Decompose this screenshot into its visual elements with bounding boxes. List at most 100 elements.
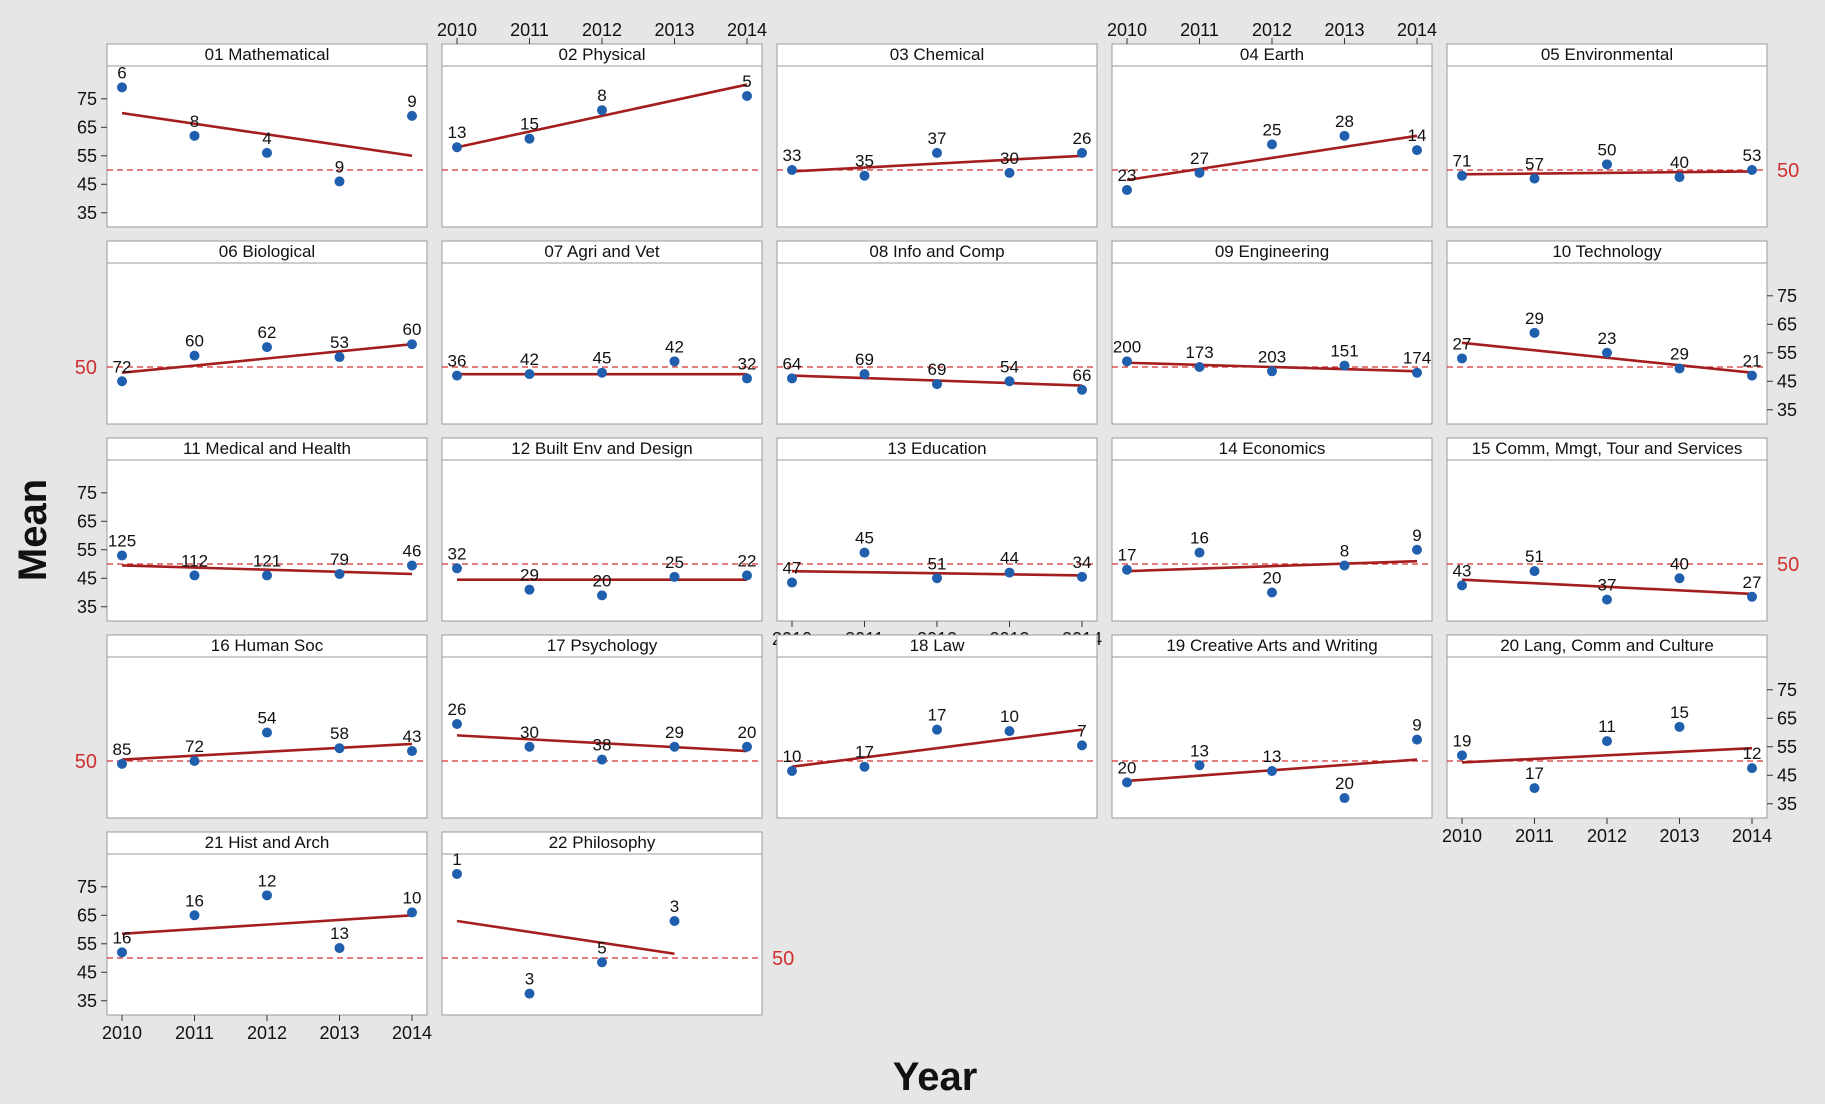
data-label: 29 (1670, 344, 1689, 363)
data-point (407, 339, 417, 350)
data-point (669, 571, 680, 582)
panel-frame (1446, 240, 1768, 425)
y-tick-label: 65 (1777, 314, 1797, 334)
data-point (932, 724, 942, 735)
x-tick-label: 2013 (319, 1023, 359, 1043)
panel-strip (106, 831, 428, 855)
panel-strip (1446, 634, 1768, 658)
data-point (1339, 130, 1350, 141)
trend-line (1461, 170, 1753, 176)
data-label: 15 (1670, 703, 1689, 722)
panel-strip (106, 634, 428, 658)
data-label: 60 (185, 332, 204, 351)
data-label: 36 (448, 352, 467, 371)
data-label: 30 (520, 723, 539, 742)
data-label: 11 (1598, 717, 1616, 736)
trend-line (1461, 578, 1753, 596)
panel-strip (1446, 240, 1768, 264)
data-label: 45 (593, 349, 612, 368)
data-point (1674, 363, 1685, 374)
panel-frame (1446, 43, 1768, 228)
panel-frame (776, 43, 1098, 228)
data-point (742, 90, 752, 101)
data-point (1004, 567, 1015, 578)
data-label: 34 (1073, 553, 1092, 572)
data-label: 44 (1000, 549, 1019, 568)
panel-strip (1111, 437, 1433, 461)
trend-line (1126, 134, 1418, 182)
panel-strip (106, 43, 428, 67)
data-label: 13 (1263, 747, 1282, 766)
y-tick-label: 75 (77, 89, 97, 109)
data-label: 4 (262, 129, 271, 148)
data-label: 37 (1598, 576, 1617, 595)
data-point (742, 373, 752, 384)
data-label: 53 (1743, 146, 1762, 165)
trend-line (456, 919, 675, 956)
data-point (407, 110, 417, 121)
data-label: 17 (1525, 764, 1544, 783)
data-label: 29 (520, 566, 539, 585)
data-label: 32 (448, 544, 467, 563)
trend-line (1126, 559, 1418, 573)
x-tick-label: 2010 (1107, 20, 1147, 40)
x-tick-label: 2012 (1252, 20, 1292, 40)
data-point (334, 743, 345, 754)
data-label: 57 (1525, 155, 1544, 174)
panel-strip (441, 240, 763, 264)
panel-title: 11 Medical and Health (183, 439, 351, 458)
panel-frame (776, 240, 1098, 425)
data-label: 69 (928, 360, 947, 379)
data-label: 23 (1598, 329, 1617, 348)
data-label: 62 (258, 323, 277, 342)
y-tick-label: 65 (77, 117, 97, 137)
data-label: 121 (253, 551, 281, 570)
panel-frame (1111, 43, 1433, 228)
x-tick-label: 2012 (1587, 826, 1627, 846)
trend-line (121, 342, 413, 375)
data-point (334, 943, 345, 954)
data-label: 17 (855, 743, 874, 762)
data-point (1339, 360, 1350, 371)
data-point (1122, 356, 1132, 367)
data-label: 37 (928, 129, 947, 148)
panel-strip (1111, 634, 1433, 658)
data-label: 58 (330, 724, 349, 743)
data-point (524, 741, 535, 752)
data-label: 1 (452, 850, 461, 869)
data-point (1747, 591, 1757, 602)
data-point (1194, 547, 1205, 558)
data-point (1412, 145, 1422, 156)
data-label: 72 (185, 737, 204, 756)
data-point (452, 563, 462, 574)
panel-frame (1111, 240, 1433, 425)
data-point (1457, 353, 1467, 364)
data-label: 26 (1073, 129, 1092, 148)
data-label: 12 (258, 871, 277, 890)
data-point (1529, 566, 1540, 577)
data-point (1267, 587, 1277, 598)
data-label: 9 (1412, 526, 1421, 545)
panel-title: 01 Mathematical (205, 45, 330, 64)
data-point (1194, 760, 1205, 771)
panel-frame (776, 437, 1098, 622)
data-label: 69 (855, 350, 874, 369)
data-point (1412, 544, 1422, 555)
panel-strip (776, 437, 1098, 461)
data-point (1747, 763, 1757, 774)
data-point (1267, 765, 1277, 776)
trend-line (121, 742, 413, 761)
y-tick-label: 75 (1777, 286, 1797, 306)
data-point (452, 370, 462, 381)
data-point (262, 147, 272, 158)
data-point (1267, 366, 1277, 377)
data-label: 8 (597, 86, 606, 105)
data-label: 64 (783, 354, 802, 373)
y-tick-label: 35 (77, 203, 97, 223)
data-point (742, 570, 752, 581)
data-point (1122, 564, 1132, 575)
x-tick-label: 2010 (437, 20, 477, 40)
data-point (117, 376, 127, 387)
data-label: 30 (1000, 149, 1019, 168)
panel-strip (776, 240, 1098, 264)
